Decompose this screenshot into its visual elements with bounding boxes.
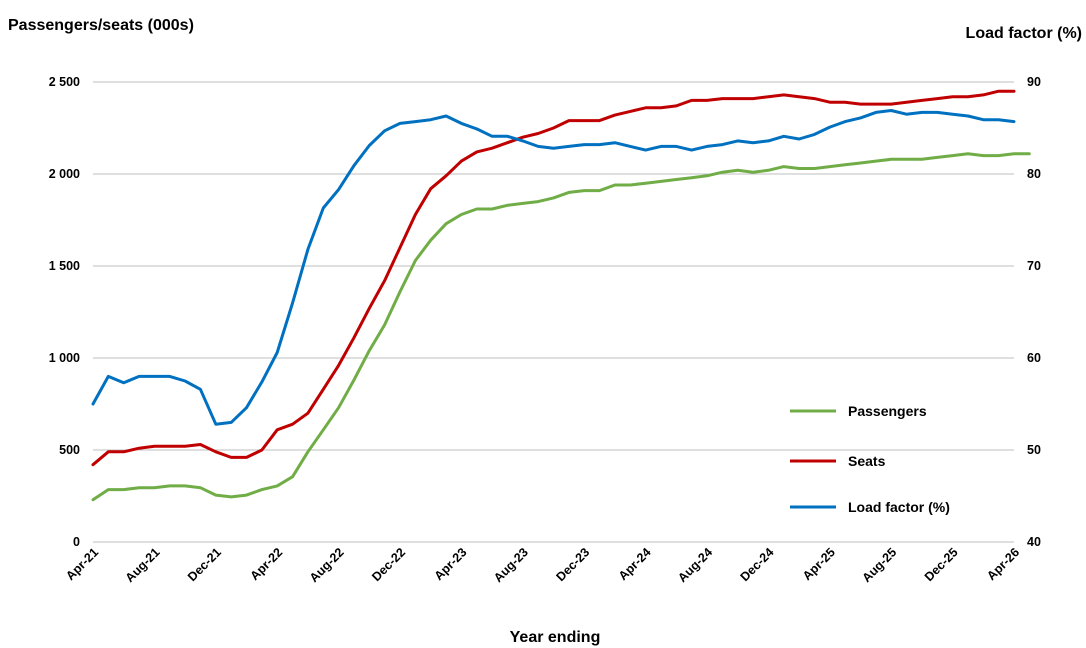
legend-label: Seats <box>848 453 886 469</box>
x-tick-label: Aug-22 <box>307 545 347 585</box>
legend-label: Passengers <box>848 403 927 419</box>
right-tick-label: 70 <box>1027 259 1041 273</box>
legend: Passengers Seats Load factor (%) <box>790 403 950 515</box>
left-axis-title: Passengers/seats (000s) <box>8 17 194 34</box>
x-tick-label: Dec-23 <box>553 545 592 584</box>
series-line-load-factor <box>91 109 1016 426</box>
left-tick-label: 2 000 <box>49 167 80 181</box>
series-lines <box>91 89 1031 502</box>
left-tick-label: 500 <box>59 443 80 457</box>
series-line-seats <box>91 89 1016 467</box>
x-tick-label: Apr-21 <box>63 545 101 583</box>
right-tick-label: 50 <box>1027 443 1041 457</box>
x-tick-label: Apr-22 <box>247 545 285 583</box>
x-tick-label: Aug-23 <box>491 545 531 585</box>
x-tick-label: Dec-24 <box>738 545 777 584</box>
right-tick-label: 40 <box>1027 535 1041 549</box>
right-axis-ticks: 40 50 60 70 80 90 <box>1027 75 1041 549</box>
left-tick-label: 1 500 <box>49 259 80 273</box>
right-tick-label: 60 <box>1027 351 1041 365</box>
right-tick-label: 90 <box>1027 75 1041 89</box>
gridlines <box>93 81 1014 543</box>
x-tick-label: Dec-22 <box>369 545 408 584</box>
x-tick-label: Apr-26 <box>984 545 1022 583</box>
right-tick-label: 80 <box>1027 167 1041 181</box>
x-tick-label: Dec-21 <box>185 545 224 584</box>
x-axis-ticks: Apr-21 Aug-21 Dec-21 Apr-22 Aug-22 Dec-22 Apr-… <box>63 545 1022 585</box>
x-tick-label: Dec-25 <box>922 545 961 584</box>
series-line-passengers <box>91 152 1031 502</box>
left-tick-label: 2 500 <box>49 75 80 89</box>
right-axis-title: Load factor (%) <box>966 25 1082 42</box>
x-tick-label: Aug-25 <box>859 545 899 585</box>
left-axis-ticks: 0 500 1 000 1 500 2 000 2 500 <box>49 75 80 549</box>
x-axis-title: Year ending <box>510 629 601 646</box>
x-tick-label: Apr-23 <box>432 545 470 583</box>
x-tick-label: Aug-24 <box>675 545 715 585</box>
x-tick-label: Apr-24 <box>616 545 654 583</box>
left-tick-label: 1 000 <box>49 351 80 365</box>
left-tick-label: 0 <box>73 535 80 549</box>
legend-label: Load factor (%) <box>848 499 950 515</box>
x-tick-label: Aug-21 <box>123 545 163 585</box>
x-tick-label: Apr-25 <box>800 545 838 583</box>
